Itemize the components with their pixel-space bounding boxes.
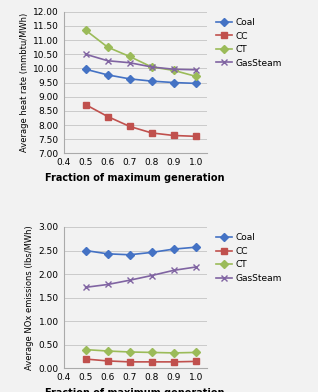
CC — [150, 131, 154, 135]
Line: CT: CT — [83, 347, 198, 356]
CT — [106, 45, 109, 49]
CC — [128, 124, 132, 129]
CC — [194, 134, 197, 139]
CT — [128, 350, 132, 354]
Line: GasSteam: GasSteam — [83, 51, 198, 73]
CT — [84, 28, 87, 33]
GasSteam — [150, 65, 154, 69]
GasSteam — [128, 60, 132, 65]
Y-axis label: Average heat rate (mmbtu/MWh): Average heat rate (mmbtu/MWh) — [20, 13, 29, 152]
Line: CC: CC — [83, 356, 198, 365]
Coal — [84, 248, 87, 253]
CC — [84, 102, 87, 107]
GasSteam — [194, 265, 197, 269]
Line: Coal: Coal — [83, 245, 198, 258]
Y-axis label: Average NOx emissions (lbs/MWh): Average NOx emissions (lbs/MWh) — [25, 225, 34, 370]
CC — [84, 357, 87, 361]
CT — [194, 74, 197, 79]
GasSteam — [128, 278, 132, 283]
Line: CT: CT — [83, 27, 198, 79]
Line: Coal: Coal — [83, 67, 198, 86]
Legend: Coal, CC, CT, GasSteam: Coal, CC, CT, GasSteam — [214, 16, 284, 69]
Line: GasSteam: GasSteam — [83, 264, 198, 290]
CC — [106, 359, 109, 363]
Coal — [106, 73, 109, 77]
Coal — [128, 252, 132, 257]
Coal — [150, 79, 154, 83]
Coal — [172, 247, 176, 251]
CT — [150, 350, 154, 355]
CC — [172, 359, 176, 364]
Coal — [150, 250, 154, 255]
GasSteam — [150, 273, 154, 278]
GasSteam — [194, 67, 197, 72]
GasSteam — [172, 268, 176, 273]
Coal — [194, 81, 197, 86]
CT — [194, 350, 197, 355]
CT — [150, 65, 154, 69]
Coal — [194, 245, 197, 250]
GasSteam — [84, 52, 87, 56]
X-axis label: Fraction of maximum generation: Fraction of maximum generation — [45, 388, 225, 392]
GasSteam — [106, 282, 109, 287]
Coal — [84, 67, 87, 72]
CC — [150, 359, 154, 364]
CT — [172, 350, 176, 355]
GasSteam — [84, 285, 87, 290]
Coal — [128, 76, 132, 81]
CT — [128, 54, 132, 59]
GasSteam — [106, 58, 109, 63]
Line: CC: CC — [83, 102, 198, 139]
GasSteam — [172, 67, 176, 72]
CT — [106, 348, 109, 353]
CT — [84, 347, 87, 352]
Coal — [106, 252, 109, 256]
Coal — [172, 80, 176, 85]
CC — [106, 114, 109, 119]
CC — [128, 359, 132, 364]
X-axis label: Fraction of maximum generation: Fraction of maximum generation — [45, 173, 225, 183]
CC — [194, 359, 197, 364]
Legend: Coal, CC, CT, GasSteam: Coal, CC, CT, GasSteam — [214, 231, 284, 285]
CC — [172, 133, 176, 138]
CT — [172, 68, 176, 73]
